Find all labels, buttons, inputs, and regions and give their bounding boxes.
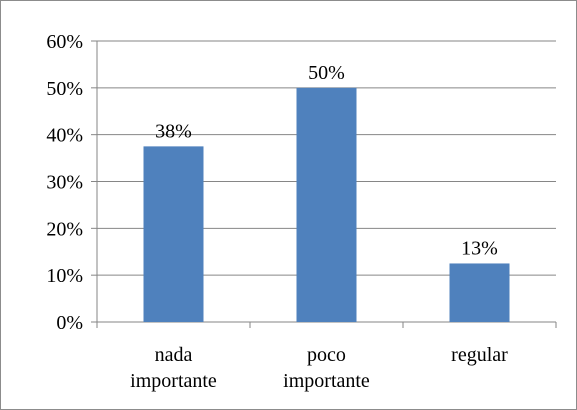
x-tick-labels: nada importante poco importante regular — [130, 344, 508, 392]
y-tick-label: 10% — [46, 265, 83, 287]
y-tick-label: 40% — [46, 125, 83, 147]
x-tick-label: nada — [155, 344, 193, 366]
bar — [297, 88, 357, 322]
y-tick-labels: 0% 10% 20% 30% 40% 50% 60% — [46, 31, 83, 334]
x-tick-label: importante — [283, 370, 370, 392]
x-tick-label: poco — [307, 344, 346, 366]
y-tick-label: 60% — [46, 31, 83, 53]
data-label: 50% — [308, 62, 345, 84]
bar — [450, 263, 510, 322]
data-label: 38% — [155, 120, 192, 142]
y-tick-label: 50% — [46, 78, 83, 100]
y-tick-label: 20% — [46, 218, 83, 240]
y-tick-label: 30% — [46, 172, 83, 194]
data-label: 13% — [461, 237, 498, 259]
x-tick-label: regular — [451, 344, 508, 366]
bars — [144, 88, 510, 322]
bar — [144, 146, 204, 322]
y-tick-label: 0% — [56, 312, 83, 334]
x-tick-label: importante — [130, 370, 217, 392]
